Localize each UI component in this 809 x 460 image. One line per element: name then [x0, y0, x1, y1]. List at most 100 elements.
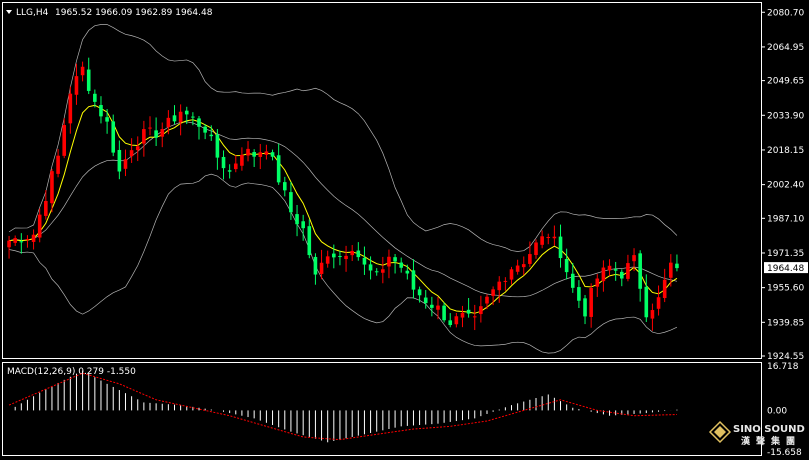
candle-body: [252, 152, 256, 157]
price-tick-label: 2080.70: [767, 8, 804, 18]
candle-body: [270, 152, 275, 157]
candle: [387, 249, 391, 279]
candle-body: [135, 146, 140, 151]
candle-body: [632, 255, 636, 262]
candle-body: [442, 305, 446, 321]
candle-body: [258, 152, 263, 157]
candle: [662, 268, 667, 303]
candle: [252, 149, 256, 168]
macd-tick-label: 16.718: [767, 362, 799, 372]
macd-panel-frame: [2, 362, 762, 456]
candle-body: [485, 296, 489, 304]
candle-body: [405, 270, 410, 274]
candle-body: [521, 264, 526, 268]
candle: [160, 122, 165, 148]
candle: [472, 304, 477, 331]
candle-body: [227, 170, 232, 172]
candle-body: [509, 269, 514, 280]
candle: [31, 229, 36, 250]
candle: [460, 305, 465, 328]
candle: [37, 208, 42, 243]
price-tick-label: 1939.85: [767, 318, 804, 328]
price-tick-label: 1924.55: [767, 352, 804, 362]
candle: [276, 143, 281, 185]
candle: [154, 117, 158, 146]
candle: [338, 250, 342, 266]
candle: [215, 129, 220, 170]
candle: [405, 264, 410, 280]
candle-body: [601, 267, 606, 282]
candle: [148, 116, 152, 136]
moving-average-line: [9, 104, 678, 314]
candle-body: [325, 256, 330, 264]
candle-body: [221, 156, 226, 169]
candle-body: [454, 316, 459, 325]
candle: [313, 253, 318, 285]
macd-tick-label: -15.658: [767, 448, 802, 458]
candle: [669, 254, 673, 287]
candle-body: [86, 69, 91, 91]
candle-body: [472, 316, 477, 318]
candle-body: [430, 304, 434, 308]
candle-body: [619, 271, 624, 279]
candle: [142, 120, 146, 157]
moving-average: [9, 104, 678, 314]
candle: [178, 104, 183, 136]
candle: [209, 125, 214, 141]
candle: [368, 256, 373, 280]
candle: [68, 86, 73, 134]
candle-body: [31, 234, 36, 242]
candle: [638, 250, 642, 302]
logo-brand: SINO SOUND: [733, 424, 805, 435]
candle: [497, 276, 502, 303]
candle: [570, 262, 575, 293]
candle: [509, 266, 514, 285]
candle-body: [148, 127, 152, 129]
candle: [675, 254, 679, 272]
candle: [417, 286, 422, 303]
candle-body: [154, 130, 158, 138]
candle: [546, 233, 551, 245]
candle: [344, 245, 348, 272]
current-price-tag: 1964.48: [764, 262, 808, 274]
candle-body: [491, 289, 495, 296]
candle-body: [362, 257, 367, 265]
candle: [289, 181, 293, 220]
candle-body: [368, 264, 373, 271]
macd-histogram: [14, 370, 678, 443]
candle-body: [583, 298, 587, 317]
diamond-logo-inner-icon: [714, 426, 726, 438]
candle: [74, 63, 79, 105]
macd-tick-label: 0.00: [767, 406, 787, 416]
candle: [540, 230, 544, 249]
candle: [485, 294, 489, 310]
candle: [246, 141, 250, 162]
candle: [374, 268, 379, 276]
candle: [411, 259, 416, 299]
candle: [319, 249, 324, 280]
candle-body: [393, 257, 397, 262]
candle-body: [313, 256, 318, 275]
candle-body: [93, 93, 97, 102]
candle: [552, 225, 557, 246]
candle: [503, 277, 508, 291]
candle-body: [626, 263, 630, 279]
price-tick-label: 1971.35: [767, 249, 804, 259]
candle-body: [350, 250, 354, 256]
logo-sub: 漢聲集團: [741, 435, 801, 447]
candle: [86, 57, 91, 95]
candle-body: [289, 192, 293, 213]
candle-body: [417, 289, 422, 296]
triangle-down-icon[interactable]: [6, 10, 12, 14]
candle-body: [50, 171, 54, 204]
candle: [295, 204, 299, 237]
symbol-label: LLG,H4: [16, 8, 49, 18]
candle-body: [178, 111, 183, 123]
candle: [7, 235, 11, 259]
current-price-box: [764, 262, 808, 274]
candle: [197, 115, 201, 140]
diamond-logo-icon: [708, 420, 732, 444]
candle-body: [117, 149, 122, 172]
candle: [129, 138, 134, 163]
